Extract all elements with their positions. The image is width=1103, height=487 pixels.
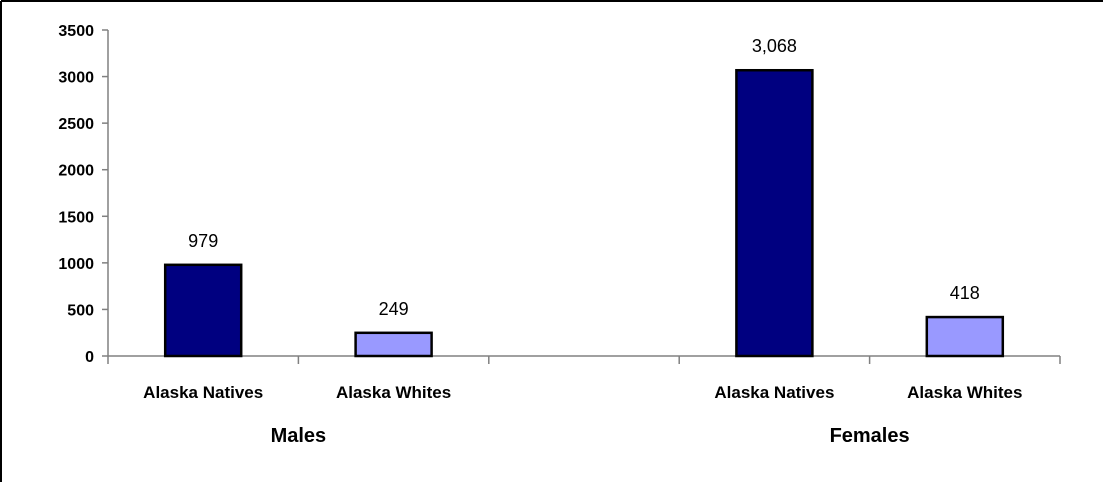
bars	[163, 68, 1005, 358]
y-tick-label: 2000	[58, 163, 94, 180]
y-tick-label: 0	[85, 349, 94, 366]
y-tick-label: 500	[67, 302, 94, 319]
bar-females-alaska-whites	[925, 315, 1005, 358]
labels: 0 500 1000 1500 2000 2500 3000 3500 979 Alaska Na…	[58, 23, 1022, 447]
bar-males-alaska-whites	[354, 331, 433, 358]
data-label: 249	[379, 299, 409, 319]
bar-females-alaska-natives	[735, 68, 814, 358]
bar-males-alaska-natives	[163, 263, 243, 358]
category-label: Alaska Natives	[143, 383, 263, 402]
category-label: Alaska Whites	[336, 383, 451, 402]
data-label: 3,068	[752, 36, 797, 56]
group-label: Females	[830, 425, 910, 447]
axes	[102, 29, 1061, 364]
y-tick-label: 3000	[58, 70, 94, 87]
category-label: Alaska Natives	[714, 383, 834, 402]
y-tick-label: 1500	[58, 209, 94, 226]
y-tick-label: 2500	[58, 116, 94, 133]
group-label: Males	[271, 425, 327, 447]
category-label: Alaska Whites	[907, 383, 1022, 402]
y-tick-label: 1000	[58, 256, 94, 273]
y-tick-label: 3500	[58, 23, 94, 40]
data-label: 418	[950, 283, 980, 303]
data-label: 979	[188, 231, 218, 251]
